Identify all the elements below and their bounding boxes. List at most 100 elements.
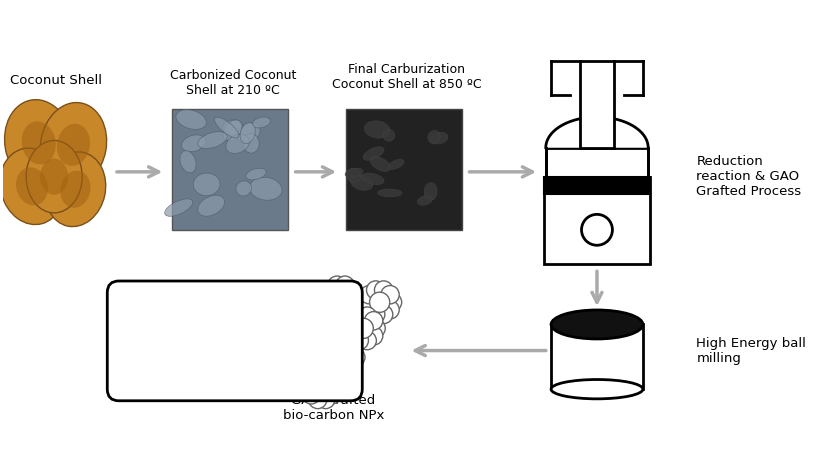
Circle shape bbox=[278, 321, 298, 341]
Text: High Energy ball
milling: High Energy ball milling bbox=[696, 337, 806, 365]
Circle shape bbox=[307, 328, 325, 346]
Ellipse shape bbox=[347, 168, 361, 182]
Circle shape bbox=[289, 305, 308, 324]
Circle shape bbox=[323, 356, 342, 374]
Ellipse shape bbox=[551, 379, 643, 399]
Ellipse shape bbox=[5, 100, 73, 186]
Ellipse shape bbox=[351, 175, 373, 190]
Circle shape bbox=[304, 343, 322, 362]
Bar bbox=[580, 61, 614, 148]
Ellipse shape bbox=[240, 123, 256, 144]
Circle shape bbox=[323, 386, 342, 404]
Circle shape bbox=[304, 320, 323, 339]
Ellipse shape bbox=[223, 120, 242, 141]
Circle shape bbox=[280, 351, 299, 370]
Ellipse shape bbox=[430, 132, 448, 144]
Circle shape bbox=[289, 281, 308, 299]
Circle shape bbox=[275, 310, 293, 328]
Circle shape bbox=[292, 322, 310, 340]
Circle shape bbox=[337, 336, 356, 354]
Circle shape bbox=[327, 328, 347, 346]
Circle shape bbox=[289, 330, 308, 348]
Circle shape bbox=[317, 390, 335, 409]
Circle shape bbox=[321, 348, 339, 366]
Ellipse shape bbox=[198, 195, 225, 216]
Circle shape bbox=[292, 350, 313, 370]
Circle shape bbox=[342, 296, 361, 314]
Circle shape bbox=[323, 370, 342, 389]
Circle shape bbox=[275, 334, 293, 352]
Circle shape bbox=[330, 320, 348, 339]
Circle shape bbox=[292, 292, 313, 313]
Circle shape bbox=[344, 327, 362, 345]
Circle shape bbox=[327, 313, 347, 331]
Ellipse shape bbox=[424, 182, 437, 201]
Ellipse shape bbox=[22, 121, 55, 164]
Ellipse shape bbox=[176, 110, 206, 129]
Circle shape bbox=[367, 319, 385, 338]
Circle shape bbox=[304, 301, 322, 319]
Circle shape bbox=[357, 293, 376, 312]
Bar bbox=[544, 177, 650, 264]
Circle shape bbox=[370, 292, 390, 313]
Circle shape bbox=[381, 286, 399, 304]
Ellipse shape bbox=[363, 147, 384, 160]
Circle shape bbox=[289, 339, 308, 357]
Circle shape bbox=[344, 356, 362, 374]
Circle shape bbox=[297, 281, 316, 299]
Ellipse shape bbox=[252, 117, 270, 128]
Ellipse shape bbox=[370, 157, 390, 172]
Circle shape bbox=[280, 293, 299, 312]
Circle shape bbox=[330, 361, 348, 379]
Circle shape bbox=[375, 281, 393, 299]
Circle shape bbox=[360, 301, 379, 319]
Text: Carbonized Coconut
Shell at 210 ºC: Carbonized Coconut Shell at 210 ºC bbox=[170, 69, 296, 97]
Ellipse shape bbox=[57, 123, 90, 166]
Text: Coconut Shell: Coconut Shell bbox=[10, 74, 102, 87]
Circle shape bbox=[327, 276, 347, 295]
Ellipse shape bbox=[243, 133, 259, 153]
Circle shape bbox=[268, 330, 287, 348]
Circle shape bbox=[308, 390, 327, 409]
Circle shape bbox=[336, 276, 354, 295]
Circle shape bbox=[327, 300, 347, 319]
Ellipse shape bbox=[182, 135, 206, 152]
Ellipse shape bbox=[383, 129, 394, 141]
Circle shape bbox=[331, 287, 351, 308]
Circle shape bbox=[306, 293, 324, 312]
Ellipse shape bbox=[165, 199, 193, 216]
Circle shape bbox=[308, 366, 327, 384]
Circle shape bbox=[289, 363, 308, 382]
Circle shape bbox=[344, 341, 362, 359]
Circle shape bbox=[283, 343, 301, 362]
Circle shape bbox=[312, 377, 332, 397]
Circle shape bbox=[347, 348, 365, 366]
Circle shape bbox=[289, 314, 308, 333]
Circle shape bbox=[384, 293, 402, 312]
Polygon shape bbox=[546, 117, 648, 148]
Circle shape bbox=[350, 331, 369, 350]
Circle shape bbox=[299, 378, 318, 396]
Ellipse shape bbox=[45, 152, 106, 227]
Circle shape bbox=[360, 286, 379, 304]
Circle shape bbox=[304, 359, 322, 377]
Circle shape bbox=[283, 301, 301, 319]
Circle shape bbox=[342, 319, 360, 338]
Circle shape bbox=[353, 318, 373, 339]
Circle shape bbox=[381, 301, 399, 319]
Ellipse shape bbox=[180, 151, 196, 173]
Circle shape bbox=[350, 307, 369, 325]
FancyBboxPatch shape bbox=[108, 281, 362, 401]
Circle shape bbox=[332, 347, 353, 367]
Circle shape bbox=[317, 319, 337, 339]
Circle shape bbox=[322, 332, 340, 351]
Circle shape bbox=[336, 300, 354, 319]
Circle shape bbox=[344, 312, 362, 330]
Ellipse shape bbox=[345, 168, 363, 177]
Circle shape bbox=[345, 288, 363, 307]
Ellipse shape bbox=[16, 167, 48, 206]
Circle shape bbox=[337, 361, 356, 379]
Circle shape bbox=[268, 314, 287, 333]
Circle shape bbox=[323, 341, 342, 359]
Text: Final Carburization
Coconut Shell at 850 ºC: Final Carburization Coconut Shell at 850… bbox=[332, 63, 481, 91]
